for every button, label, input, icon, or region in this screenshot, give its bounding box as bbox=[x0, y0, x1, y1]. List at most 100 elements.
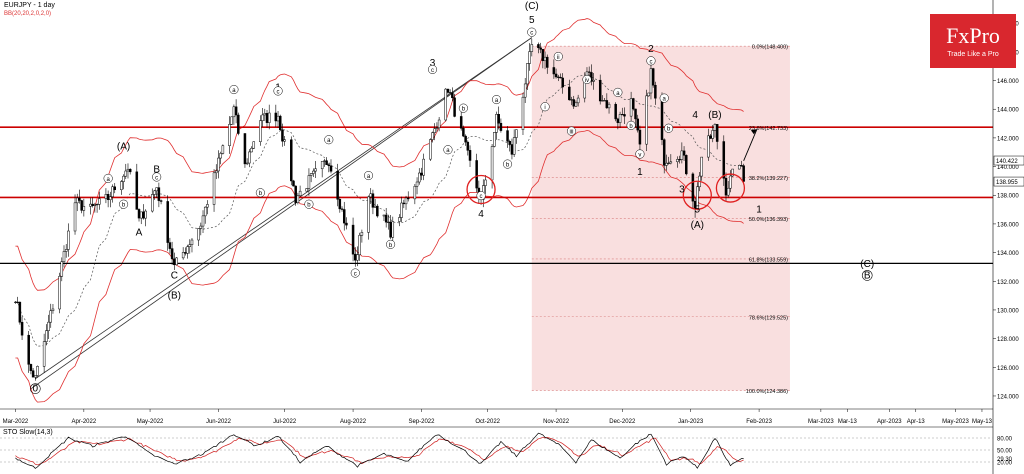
candle-body bbox=[45, 330, 48, 342]
candle-body bbox=[82, 206, 86, 211]
candle-body bbox=[603, 100, 606, 102]
candle-body bbox=[139, 211, 143, 219]
subwave-label: a bbox=[663, 97, 667, 103]
candle-body bbox=[197, 228, 200, 241]
subwave-circle bbox=[458, 103, 468, 113]
subwave-circle bbox=[635, 149, 645, 159]
candle-body bbox=[120, 181, 123, 191]
candle-body bbox=[64, 249, 68, 252]
y-tick-label: 130.000 bbox=[997, 308, 1019, 314]
candle-body bbox=[539, 47, 542, 50]
candle-body bbox=[451, 92, 454, 99]
candle-body bbox=[20, 321, 24, 336]
candle-body bbox=[237, 114, 240, 134]
candle-body bbox=[199, 225, 203, 229]
candle-body bbox=[250, 147, 253, 153]
candle-body bbox=[67, 230, 70, 250]
candle-body bbox=[638, 129, 642, 145]
wave-label: 5 bbox=[695, 204, 701, 215]
candle-body bbox=[662, 139, 666, 166]
candle-body bbox=[709, 135, 712, 139]
x-tick-label: Jan-2023 bbox=[678, 419, 704, 425]
wave-label: (A) bbox=[691, 220, 704, 231]
x-tick-label: Apr-2023 bbox=[877, 419, 902, 425]
subwave-label: i bbox=[544, 105, 545, 111]
subwave-circle bbox=[613, 87, 623, 97]
candle-body bbox=[89, 203, 92, 207]
candle-body bbox=[327, 164, 331, 166]
candle-body bbox=[433, 128, 436, 133]
subwave-label: b bbox=[629, 124, 633, 130]
candle-body bbox=[283, 139, 286, 142]
candle-body bbox=[431, 132, 434, 140]
candle-body bbox=[636, 118, 639, 131]
candle-body bbox=[490, 146, 494, 181]
candle-body bbox=[186, 246, 189, 254]
candle-body bbox=[259, 120, 262, 142]
candle-body bbox=[274, 112, 278, 122]
candle-body bbox=[142, 211, 145, 219]
wave-label: 3 bbox=[679, 184, 685, 195]
candle-body bbox=[530, 44, 534, 52]
bollinger-upper-band bbox=[15, 18, 744, 291]
candle-body bbox=[523, 83, 527, 98]
projection-arrowhead bbox=[750, 129, 757, 135]
wave-label: A bbox=[136, 227, 143, 238]
price-tag-box bbox=[993, 155, 1024, 166]
candle-body bbox=[137, 209, 141, 219]
candle-body bbox=[93, 204, 97, 206]
symbol-title: EURJPY - 1 day bbox=[4, 2, 55, 9]
candle-body bbox=[541, 49, 545, 62]
candle-body bbox=[80, 200, 83, 211]
wave-label: 1 bbox=[756, 204, 762, 215]
wave-label: 3 bbox=[430, 58, 436, 69]
candle-body bbox=[464, 135, 467, 143]
subwave-label: b bbox=[307, 203, 311, 209]
x-tick-label: Nov-2022 bbox=[543, 419, 570, 425]
candle-body bbox=[290, 139, 293, 182]
candle-body bbox=[309, 173, 313, 176]
subwave-circle bbox=[491, 95, 502, 105]
candle-body bbox=[113, 186, 116, 191]
subwave-circle bbox=[540, 102, 550, 112]
candle-body bbox=[351, 224, 355, 255]
candle-body bbox=[62, 251, 66, 262]
subwave-circle bbox=[427, 64, 438, 74]
subwave-circle bbox=[304, 199, 314, 209]
candle-body bbox=[78, 197, 81, 201]
subwave-circle bbox=[324, 135, 334, 145]
wave-label: 1 bbox=[637, 167, 643, 178]
candle-body bbox=[647, 92, 651, 97]
candle-body bbox=[568, 86, 571, 101]
subwave-label: c bbox=[155, 175, 158, 181]
subwave-circle bbox=[119, 199, 129, 209]
brand-tagline: Trade Like a Pro bbox=[947, 51, 999, 58]
candle-body bbox=[201, 215, 205, 227]
candle-body bbox=[296, 195, 300, 203]
candle-body bbox=[18, 301, 22, 323]
candle-body bbox=[263, 113, 267, 116]
wave-label: 4 bbox=[692, 110, 698, 121]
candle-body bbox=[724, 178, 728, 196]
candle-body bbox=[155, 187, 158, 192]
candle-body bbox=[217, 157, 220, 172]
subwave-circle bbox=[350, 268, 360, 278]
candle-body bbox=[552, 67, 556, 75]
subwave-circle bbox=[443, 145, 453, 155]
candle-body bbox=[726, 187, 730, 196]
price-axis-panel bbox=[993, 0, 1024, 474]
candle-body bbox=[645, 95, 648, 145]
wave-label: 4 bbox=[478, 209, 484, 220]
candle-body bbox=[51, 308, 55, 311]
subwave-label: b bbox=[122, 203, 126, 209]
wave-label: (B) bbox=[168, 290, 181, 301]
candle-body bbox=[400, 202, 403, 218]
candle-body bbox=[437, 119, 441, 129]
candle-body bbox=[104, 194, 108, 199]
x-tick-label: Mar-2022 bbox=[3, 419, 29, 425]
candle-body bbox=[605, 100, 609, 109]
candle-body bbox=[468, 150, 472, 161]
price-tag-box bbox=[993, 176, 1024, 187]
candle-body bbox=[614, 103, 617, 120]
candle-body bbox=[740, 165, 743, 167]
